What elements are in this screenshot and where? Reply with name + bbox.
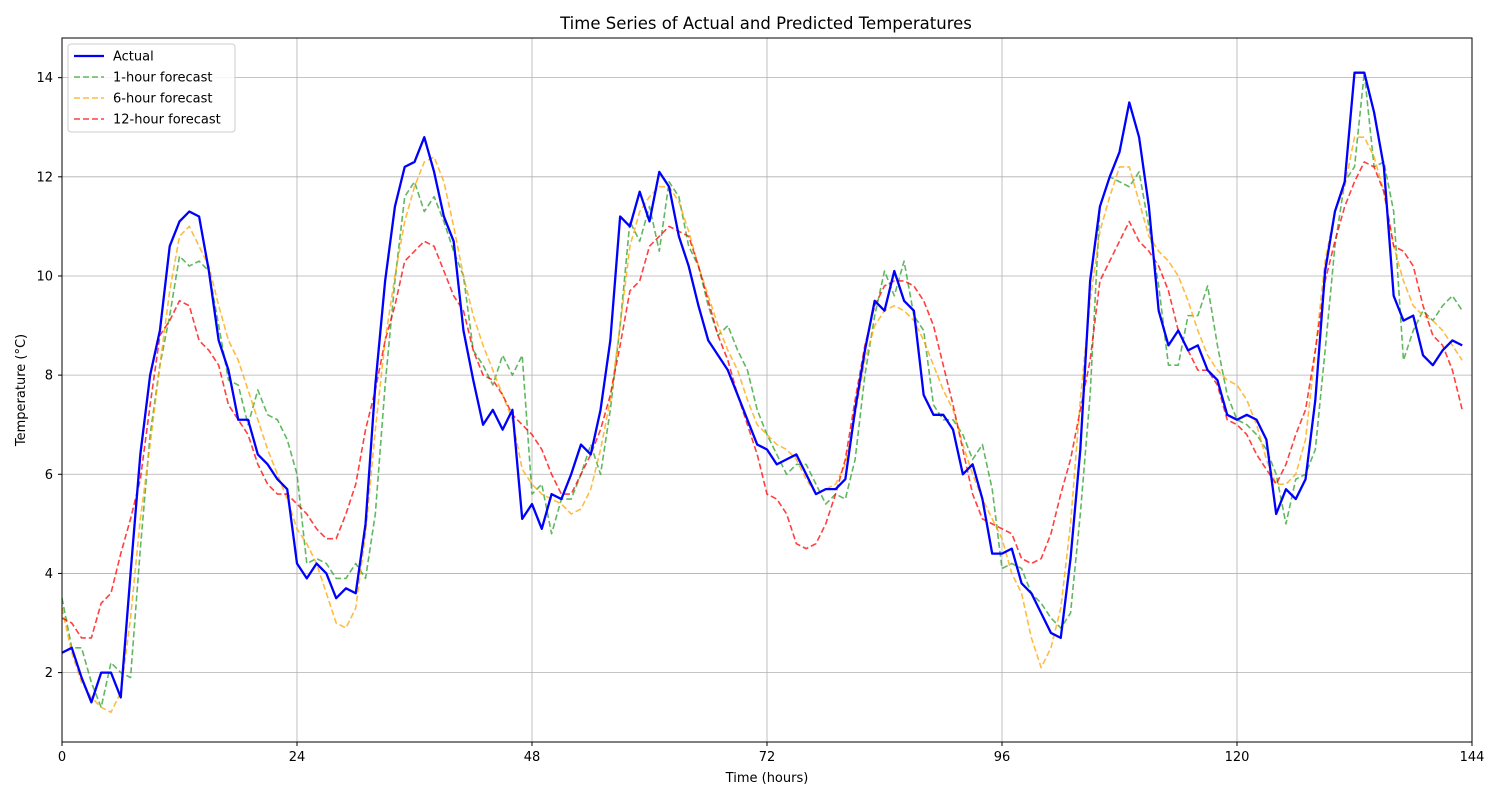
legend-label: Actual [113, 50, 154, 65]
series-layer [61, 71, 1463, 714]
y-axis: 2 4 6 8 10 12 14 [36, 71, 62, 681]
series-line-6-hour-forecast [61, 136, 1463, 714]
y-tick-label: 14 [36, 71, 53, 86]
legend: Actual 1-hour forecast 6-hour forecast 12-h… [67, 43, 236, 133]
y-tick-label: 4 [45, 567, 53, 582]
series-line-12-hour-forecast [61, 161, 1463, 639]
series-line-actual [61, 71, 1463, 704]
legend-box [67, 43, 236, 133]
x-tick-label: 120 [1225, 750, 1250, 765]
chart-title: Time Series of Actual and Predicted Temp… [559, 14, 972, 33]
y-tick-label: 2 [45, 666, 53, 681]
x-tick-label: 48 [524, 750, 541, 765]
y-tick-label: 10 [36, 269, 53, 284]
y-tick-label: 12 [36, 170, 53, 185]
x-tick-label: 72 [759, 750, 776, 765]
y-tick-label: 8 [45, 369, 53, 384]
legend-label: 12-hour forecast [113, 113, 221, 128]
y-tick-label: 6 [45, 468, 53, 483]
x-tick-label: 0 [58, 750, 66, 765]
x-axis-label: Time (hours) [725, 771, 809, 786]
x-tick-label: 144 [1460, 750, 1485, 765]
legend-label: 1-hour forecast [113, 71, 212, 86]
x-tick-label: 96 [994, 750, 1011, 765]
series-line-1-hour-forecast [61, 71, 1463, 709]
y-axis-label: Temperature (°C) [14, 334, 29, 447]
grid [61, 38, 1473, 742]
x-tick-label: 24 [289, 750, 306, 765]
x-axis: 0 24 48 72 96 120 144 [58, 742, 1485, 765]
legend-label: 6-hour forecast [113, 92, 212, 107]
